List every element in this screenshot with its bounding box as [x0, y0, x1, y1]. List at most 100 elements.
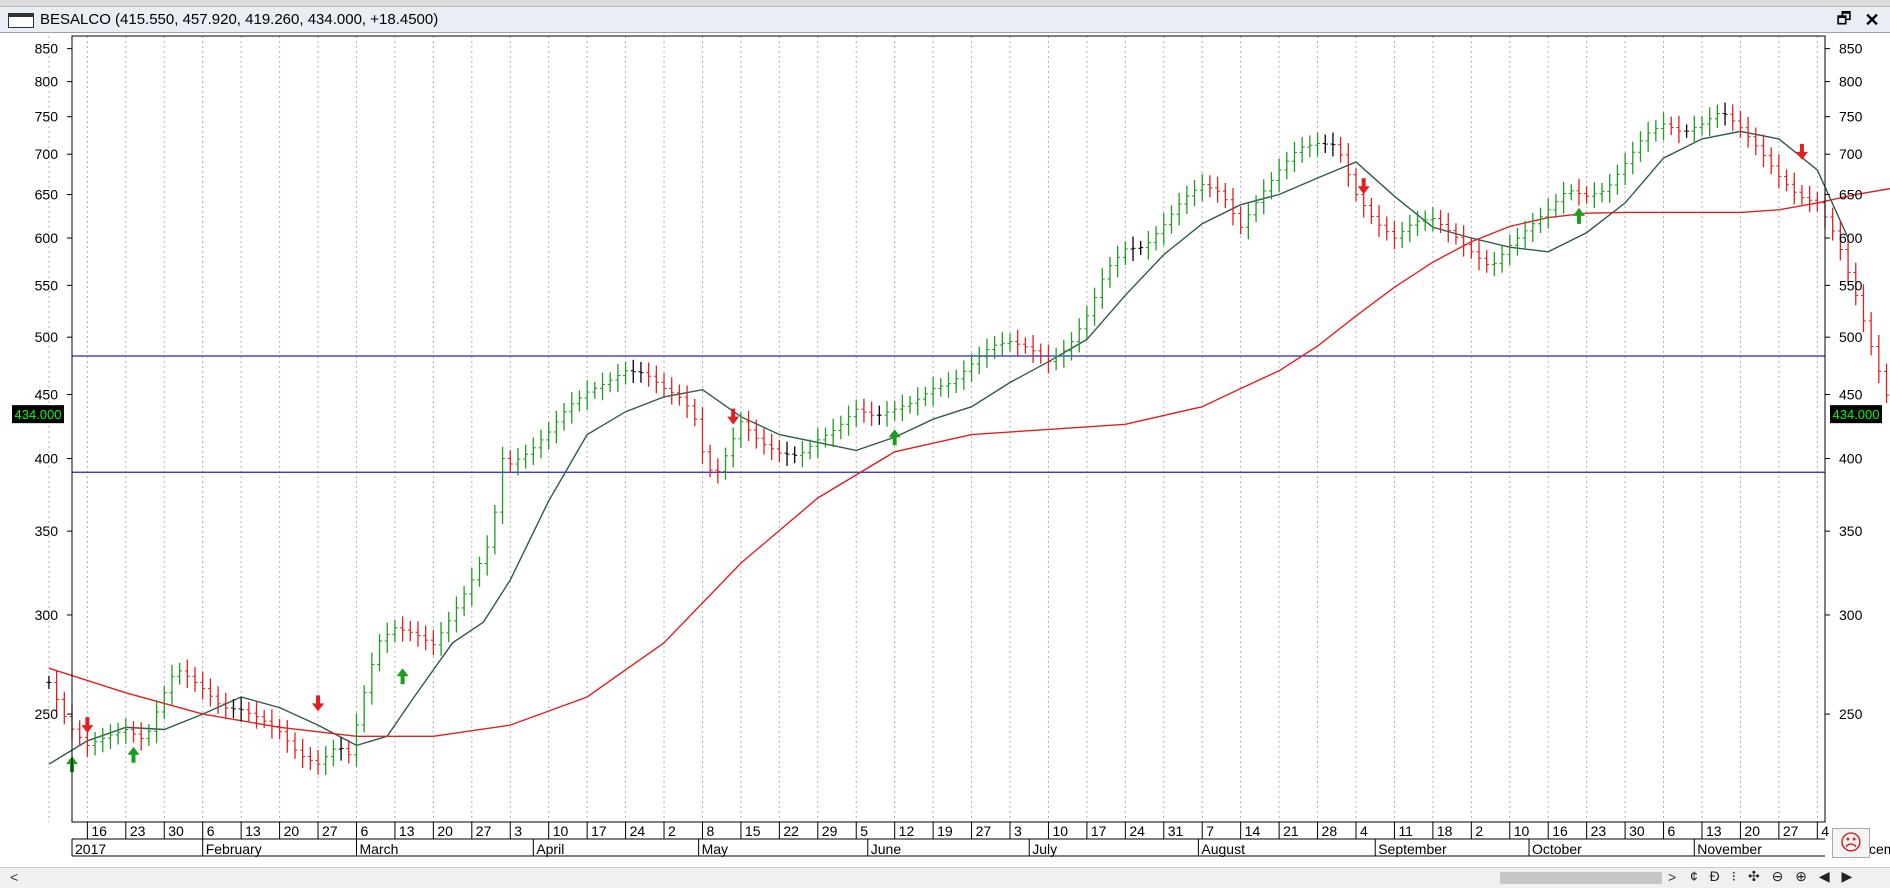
y-tick-label-left: 550	[35, 277, 59, 293]
signals-layer	[66, 143, 1808, 773]
week-tick-label: 24	[630, 823, 646, 839]
week-tick-label: 6	[1668, 823, 1676, 839]
y-tick-label-left: 300	[35, 607, 59, 623]
week-tick-label: 27	[976, 823, 992, 839]
horizontal-lines-layer	[72, 355, 1825, 473]
week-tick-label: 4	[1360, 823, 1368, 839]
y-tick-label-right: 750	[1839, 109, 1863, 125]
chart-title: BESALCO (415.550, 457.920, 419.260, 434.…	[40, 11, 439, 28]
y-tick-label-left: 850	[35, 41, 59, 57]
week-tick-label: 30	[168, 823, 184, 839]
week-tick-label: 17	[591, 823, 607, 839]
week-tick-label: 20	[1744, 823, 1760, 839]
y-tick-label-left: 700	[35, 146, 59, 162]
y-tick-label-left: 450	[35, 386, 59, 402]
week-tick-label: 31	[1168, 823, 1184, 839]
week-tick-label: 14	[1245, 823, 1261, 839]
sell-arrow-icon	[312, 695, 325, 712]
price-chart[interactable]: 250 250 300 300 350 350 400 400 450 450 500 500 550 5…	[0, 33, 1890, 867]
y-tick-label-right: 650	[1839, 187, 1863, 203]
week-tick-label: 16	[91, 823, 107, 839]
week-tick-label: 10	[553, 823, 569, 839]
axes-layer: 250 250 300 300 350 350 400 400 450 450 500 500 550 5…	[12, 35, 1890, 857]
navigation-tools-icon[interactable]: ¢ Ð ⁝ ✣ ⊖ ⊕ ◀ ▶	[1690, 868, 1857, 884]
y-tick-label-right: 800	[1839, 74, 1863, 90]
week-tick-label: 30	[1629, 823, 1645, 839]
restore-button[interactable]: 🗗	[1836, 11, 1852, 28]
chart-window-icon	[8, 13, 34, 28]
scroll-right-arrow-icon[interactable]: >	[1668, 869, 1677, 885]
month-tick-label: 2017	[75, 841, 106, 857]
y-tick-label-right: 400	[1839, 451, 1863, 467]
y-tick-label-right: 350	[1839, 523, 1863, 539]
week-tick-label: 28	[1322, 823, 1338, 839]
y-tick-label-left: 400	[35, 451, 59, 467]
week-tick-label: 23	[1591, 823, 1607, 839]
week-tick-label: 20	[284, 823, 300, 839]
scrollbar-thumb[interactable]	[1500, 872, 1662, 884]
y-tick-label-right: 700	[1839, 146, 1863, 162]
week-tick-label: 11	[1398, 823, 1413, 839]
month-tick-label: September	[1378, 841, 1447, 857]
week-tick-label: 7	[1206, 823, 1214, 839]
week-tick-label: 13	[1706, 823, 1722, 839]
month-tick-label: October	[1532, 841, 1582, 857]
week-tick-label: 4	[1821, 823, 1829, 839]
month-tick-label: August	[1201, 841, 1245, 857]
week-tick-label: 19	[937, 823, 953, 839]
last-price-box-right	[1830, 405, 1882, 424]
week-tick-label: 18	[1437, 823, 1453, 839]
buy-arrow-icon	[1572, 207, 1585, 224]
close-button[interactable]: ✕	[1864, 10, 1880, 30]
moving-averages-layer	[48, 130, 1890, 765]
y-tick-label-left: 650	[35, 187, 59, 203]
horizontal-scrollbar[interactable]: < > ¢ Ð ⁝ ✣ ⊖ ⊕ ◀ ▶	[0, 867, 1890, 888]
month-tick-label: November	[1697, 841, 1762, 857]
sad-face-icon[interactable]: ☹	[1832, 828, 1870, 858]
buy-arrow-icon	[396, 668, 409, 685]
y-tick-label-left: 250	[35, 706, 59, 722]
plot-frame	[71, 35, 1826, 823]
sell-arrow-icon	[81, 717, 94, 734]
y-tick-label-left: 600	[35, 230, 59, 246]
y-tick-label-right: 850	[1839, 41, 1863, 57]
week-tick-label: 29	[822, 823, 838, 839]
month-tick-label: July	[1032, 841, 1057, 857]
y-tick-label-left: 350	[35, 523, 59, 539]
week-tick-label: 8	[706, 823, 714, 839]
y-tick-label-left: 500	[35, 329, 59, 345]
last-price-label-left: 434.000	[15, 407, 62, 422]
scroll-left-arrow-icon[interactable]: <	[10, 869, 19, 885]
month-tick-label: April	[536, 841, 564, 857]
sell-arrow-icon	[1795, 143, 1808, 160]
week-tick-label: 2	[1475, 823, 1483, 839]
month-tick-label: May	[702, 841, 728, 857]
week-tick-label: 20	[437, 823, 453, 839]
y-tick-label-right: 300	[1839, 607, 1863, 623]
week-tick-label: 27	[322, 823, 338, 839]
month-tick-label: June	[871, 841, 902, 857]
week-tick-label: 22	[783, 823, 799, 839]
week-tick-label: 16	[1552, 823, 1568, 839]
week-tick-label: 6	[207, 823, 215, 839]
fast-moving-average-line	[48, 130, 1849, 765]
week-tick-label: 23	[130, 823, 146, 839]
y-tick-label-right: 550	[1839, 277, 1863, 293]
grid-layer	[48, 36, 1818, 822]
month-tick-label: March	[359, 841, 398, 857]
week-tick-label: 3	[1014, 823, 1022, 839]
week-tick-label: 10	[1052, 823, 1068, 839]
y-tick-label-left: 800	[35, 74, 59, 90]
week-tick-label: 27	[476, 823, 492, 839]
week-tick-label: 10	[1514, 823, 1530, 839]
y-tick-label-right: 600	[1839, 230, 1863, 246]
chart-window-titlebar[interactable]: BESALCO (415.550, 457.920, 419.260, 434.…	[0, 7, 1890, 33]
week-tick-label: 2	[668, 823, 676, 839]
y-tick-label-right: 450	[1839, 386, 1863, 402]
slow-moving-average-line	[48, 187, 1890, 737]
y-tick-label-right: 250	[1839, 706, 1863, 722]
week-tick-label: 27	[1783, 823, 1799, 839]
week-tick-label: 3	[514, 823, 522, 839]
last-price-label-right: 434.000	[1833, 407, 1880, 422]
last-price-box-left	[12, 405, 64, 424]
